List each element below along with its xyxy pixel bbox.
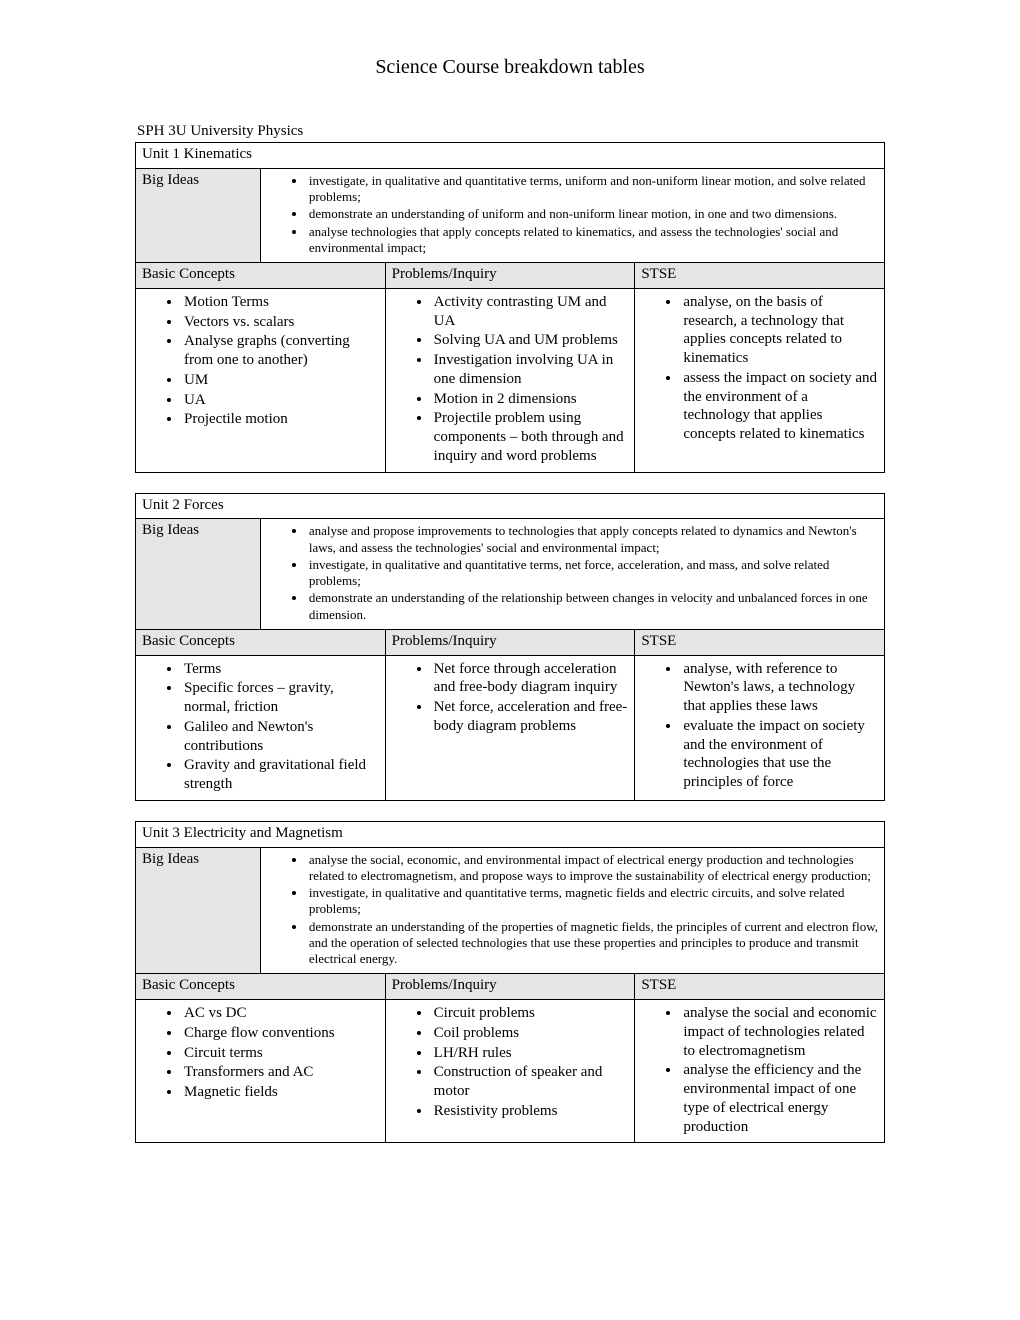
big-ideas-label: Big Ideas [136, 168, 261, 262]
list-item: Circuit problems [432, 1004, 629, 1023]
list-item: AC vs DC [182, 1004, 379, 1023]
problems-content: Activity contrasting UM and UASolving UA… [385, 288, 635, 472]
stse-content: analyse the social and economic impact o… [635, 1000, 885, 1143]
list-item: Specific forces – gravity, normal, frict… [182, 679, 379, 717]
list-item: Galileo and Newton's contributions [182, 718, 379, 756]
course-label: SPH 3U University Physics [137, 123, 885, 140]
unit-title: Unit 3 Electricity and Magnetism [136, 821, 885, 847]
list-item: analyse the social, economic, and enviro… [307, 852, 878, 885]
unit-table: Unit 1 KinematicsBig Ideas investigate, i… [135, 142, 885, 473]
list-item: analyse, on the basis of research, a tec… [681, 293, 878, 368]
list-item: Circuit terms [182, 1044, 379, 1063]
basic-concepts-content: Motion TermsVectors vs. scalarsAnalyse g… [136, 288, 386, 472]
big-ideas-label: Big Ideas [136, 847, 261, 974]
list-item: Projectile problem using components – bo… [432, 409, 629, 465]
stse-header: STSE [635, 629, 885, 655]
stse-content: analyse, on the basis of research, a tec… [635, 288, 885, 472]
list-item: Coil problems [432, 1024, 629, 1043]
list-item: demonstrate an understanding of the prop… [307, 919, 878, 968]
list-item: analyse technologies that apply concepts… [307, 224, 878, 257]
big-ideas-content: analyse and propose improvements to tech… [260, 519, 884, 630]
list-item: Magnetic fields [182, 1083, 379, 1102]
list-item: Transformers and AC [182, 1063, 379, 1082]
unit-table: Unit 2 ForcesBig Ideas analyse and propos… [135, 493, 885, 801]
list-item: demonstrate an understanding of the rela… [307, 590, 878, 623]
stse-header: STSE [635, 974, 885, 1000]
list-item: assess the impact on society and the env… [681, 369, 878, 444]
list-item: investigate, in qualitative and quantita… [307, 885, 878, 918]
list-item: Net force, acceleration and free-body di… [432, 698, 629, 736]
basic-concepts-content: TermsSpecific forces – gravity, normal, … [136, 655, 386, 800]
document-title: Science Course breakdown tables [135, 56, 885, 79]
list-item: Gravity and gravitational field strength [182, 756, 379, 794]
big-ideas-label: Big Ideas [136, 519, 261, 630]
list-item: analyse, with reference to Newton's laws… [681, 660, 878, 716]
list-item: evaluate the impact on society and the e… [681, 717, 878, 792]
basic-concepts-header: Basic Concepts [136, 263, 386, 289]
page: Science Course breakdown tables SPH 3U U… [0, 0, 1020, 1243]
list-item: analyse the social and economic impact o… [681, 1004, 878, 1060]
unit-title: Unit 2 Forces [136, 493, 885, 519]
unit-table: Unit 3 Electricity and MagnetismBig Idea… [135, 821, 885, 1144]
unit-title: Unit 1 Kinematics [136, 143, 885, 169]
list-item: analyse the efficiency and the environme… [681, 1061, 878, 1136]
list-item: Charge flow conventions [182, 1024, 379, 1043]
problems-header: Problems/Inquiry [385, 263, 635, 289]
list-item: Investigation involving UA in one dimens… [432, 351, 629, 389]
basic-concepts-header: Basic Concepts [136, 629, 386, 655]
list-item: UA [182, 391, 379, 410]
list-item: Resistivity problems [432, 1102, 629, 1121]
list-item: Vectors vs. scalars [182, 313, 379, 332]
list-item: UM [182, 371, 379, 390]
list-item: Net force through acceleration and free-… [432, 660, 629, 698]
list-item: Solving UA and UM problems [432, 331, 629, 350]
problems-header: Problems/Inquiry [385, 629, 635, 655]
big-ideas-content: analyse the social, economic, and enviro… [260, 847, 884, 974]
basic-concepts-content: AC vs DCCharge flow conventionsCircuit t… [136, 1000, 386, 1143]
list-item: demonstrate an understanding of uniform … [307, 206, 878, 222]
list-item: Analyse graphs (converting from one to a… [182, 332, 379, 370]
big-ideas-content: investigate, in qualitative and quantita… [260, 168, 884, 262]
list-item: investigate, in qualitative and quantita… [307, 557, 878, 590]
problems-content: Circuit problemsCoil problemsLH/RH rules… [385, 1000, 635, 1143]
list-item: LH/RH rules [432, 1044, 629, 1063]
list-item: Activity contrasting UM and UA [432, 293, 629, 331]
list-item: Construction of speaker and motor [432, 1063, 629, 1101]
units-container: Unit 1 KinematicsBig Ideasinvestigate, i… [135, 142, 885, 1143]
list-item: Motion Terms [182, 293, 379, 312]
list-item: Motion in 2 dimensions [432, 390, 629, 409]
stse-content: analyse, with reference to Newton's laws… [635, 655, 885, 800]
list-item: investigate, in qualitative and quantita… [307, 173, 878, 206]
list-item: Terms [182, 660, 379, 679]
list-item: analyse and propose improvements to tech… [307, 523, 878, 556]
list-item: Projectile motion [182, 410, 379, 429]
basic-concepts-header: Basic Concepts [136, 974, 386, 1000]
problems-header: Problems/Inquiry [385, 974, 635, 1000]
problems-content: Net force through acceleration and free-… [385, 655, 635, 800]
stse-header: STSE [635, 263, 885, 289]
